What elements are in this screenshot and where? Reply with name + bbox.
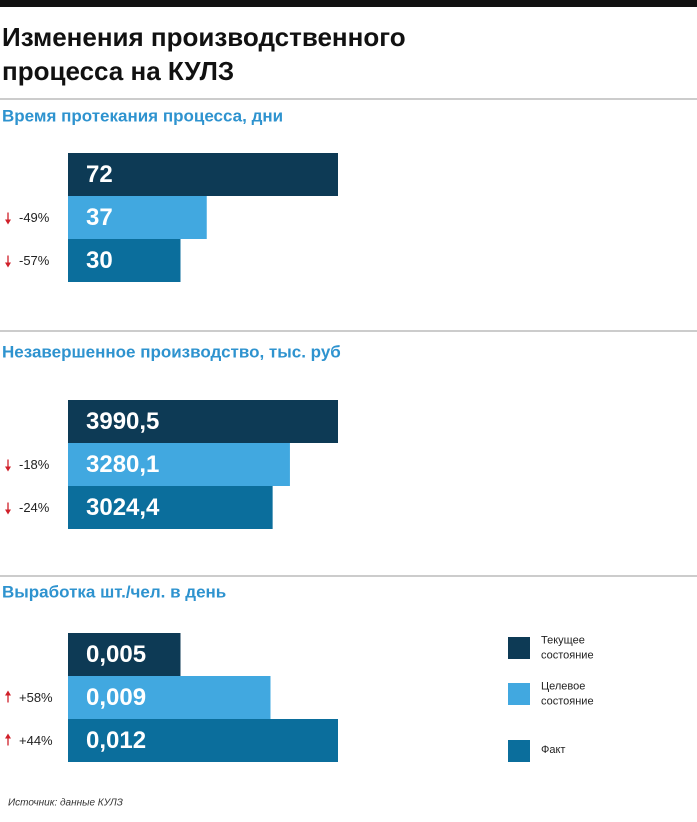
source: Источник: данные КУЛЗ — [8, 798, 123, 809]
legend-label: Текущее — [541, 634, 585, 646]
arrow-head — [5, 219, 11, 225]
change-label: -57% — [19, 253, 50, 268]
legend-label: состояние — [541, 695, 594, 707]
bar — [68, 153, 338, 196]
title-line: процесса на КУЛЗ — [2, 56, 234, 86]
bar — [68, 443, 290, 486]
value-label: 0,009 — [86, 684, 146, 711]
value-label: 30 — [86, 247, 113, 274]
bar — [68, 239, 181, 282]
change-label: +44% — [19, 733, 53, 748]
change-label: -49% — [19, 210, 50, 225]
change-arrow — [5, 502, 11, 515]
value-label: 0,012 — [86, 727, 146, 754]
arrow-head — [5, 466, 11, 472]
arrow-head — [5, 690, 11, 696]
legend-label: Целевое — [541, 680, 585, 692]
change-label: -24% — [19, 500, 50, 515]
arrow-head — [5, 509, 11, 515]
top-bar — [0, 0, 697, 7]
section-title: Незавершенное производство, тыс. руб — [2, 342, 341, 361]
change-arrow — [5, 733, 11, 746]
value-label: 0,005 — [86, 641, 146, 668]
bar — [68, 676, 271, 719]
change-arrow — [5, 255, 11, 268]
bar — [68, 633, 181, 676]
change-label: +58% — [19, 690, 53, 705]
section-title: Время протекания процесса, дни — [2, 106, 283, 125]
change-arrow — [5, 459, 11, 472]
bar — [68, 486, 273, 529]
bar — [68, 196, 207, 239]
title-line: Изменения производственного — [2, 22, 406, 52]
value-label: 3280,1 — [86, 451, 159, 478]
change-label: -18% — [19, 457, 50, 472]
change-arrow — [5, 212, 11, 225]
arrow-head — [5, 733, 11, 739]
value-label: 3990,5 — [86, 408, 159, 435]
value-label: 37 — [86, 204, 113, 231]
legend-label: Факт — [541, 744, 565, 756]
value-label: 3024,4 — [86, 494, 160, 521]
section-title: Выработка шт./чел. в день — [2, 582, 226, 601]
bar — [68, 719, 338, 762]
change-arrow — [5, 690, 11, 703]
legend-label: состояние — [541, 649, 594, 661]
legend-swatch — [508, 683, 530, 705]
value-label: 72 — [86, 161, 113, 188]
legend-swatch — [508, 637, 530, 659]
bar — [68, 400, 338, 443]
arrow-head — [5, 262, 11, 268]
legend-swatch — [508, 740, 530, 762]
